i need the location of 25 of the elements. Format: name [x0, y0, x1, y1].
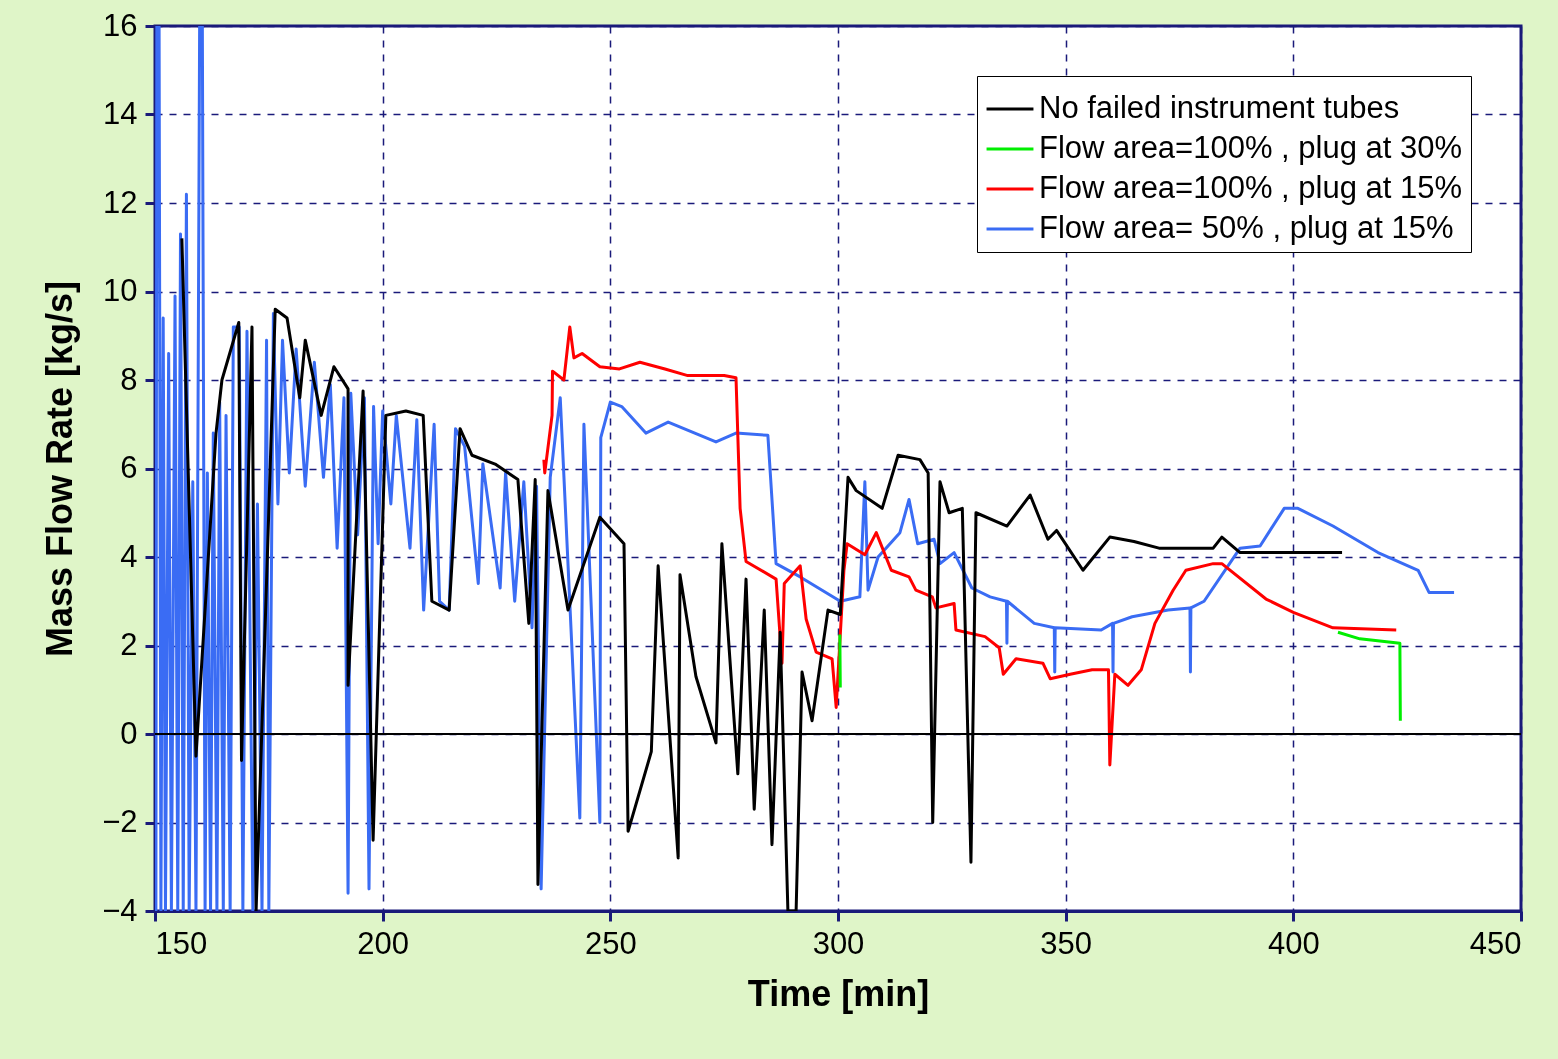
- y-tick-label: 10: [103, 273, 138, 308]
- legend-label: Flow area= 50% , plug at 15%: [1039, 210, 1454, 245]
- legend-label: Flow area=100% , plug at 30%: [1039, 130, 1463, 165]
- legend-label: Flow area=100% , plug at 15%: [1039, 170, 1463, 205]
- y-axis-title: Mass Flow Rate [kg/s]: [39, 280, 81, 658]
- x-tick-label: 350: [1040, 925, 1093, 961]
- y-tick-label: 4: [120, 538, 138, 574]
- y-tick-label: −4: [102, 892, 138, 928]
- line-series: [542, 325, 1398, 767]
- x-axis-title: Time [min]: [747, 972, 930, 1014]
- y-tick-label: 14: [103, 96, 138, 131]
- y-tick-label: 6: [120, 450, 138, 485]
- legend-label: No failed instrument tubes: [1039, 90, 1400, 125]
- x-tick-label: 200: [357, 925, 410, 961]
- y-tick-label: −2: [102, 804, 138, 839]
- y-tick-label: 16: [103, 7, 138, 43]
- x-tick-label: 150: [155, 925, 208, 961]
- x-tick-label: 300: [812, 925, 865, 961]
- y-tick-label: 2: [120, 627, 138, 662]
- y-tick-label: 8: [120, 361, 138, 397]
- x-tick-label: 400: [1267, 925, 1320, 961]
- x-tick-label: 450: [1469, 925, 1522, 961]
- x-tick-label: 250: [584, 925, 637, 961]
- y-tick-label: 12: [103, 184, 138, 220]
- y-tick-label: 0: [120, 715, 138, 751]
